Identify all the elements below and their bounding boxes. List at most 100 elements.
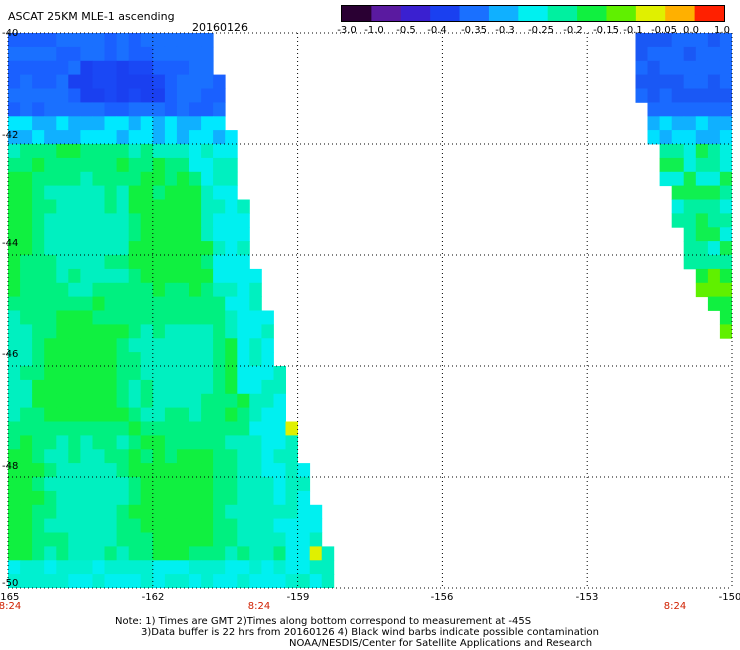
wind-cell: [719, 157, 732, 173]
wind-cell: [20, 157, 33, 173]
wind-cell: [683, 199, 697, 214]
wind-cell: [116, 518, 130, 533]
wind-cell: [213, 490, 226, 506]
wind-cell: [297, 546, 311, 561]
wind-cell: [635, 46, 648, 62]
wind-cell: [56, 116, 69, 131]
wind-cell: [152, 504, 166, 520]
wind-cell: [273, 435, 286, 450]
wind-cell: [104, 463, 117, 478]
wind-cell: [176, 130, 190, 145]
wind-cell: [152, 282, 166, 298]
wind-cell: [20, 310, 33, 325]
wind-cell: [116, 130, 130, 145]
wind-cell: [683, 213, 697, 228]
wind-cell: [189, 407, 202, 422]
wind-cell: [237, 366, 250, 381]
colorbar-tick-label: 0.0: [683, 25, 699, 36]
wind-cell: [707, 241, 721, 256]
wind-cell: [285, 490, 298, 506]
wind-cell: [201, 213, 214, 228]
wind-cell: [8, 282, 21, 298]
wind-cell: [695, 255, 709, 270]
wind-cell: [56, 504, 69, 520]
wind-cell: [189, 296, 202, 311]
wind-cell: [695, 116, 709, 131]
wind-cell: [56, 532, 69, 547]
wind-cell: [92, 407, 105, 422]
wind-cell: [249, 560, 262, 575]
wind-cell: [20, 102, 33, 117]
wind-cell: [128, 296, 142, 311]
wind-cell: [237, 449, 250, 464]
wind-cell: [201, 116, 214, 131]
wind-cell: [285, 477, 298, 492]
wind-cell: [44, 352, 57, 367]
wind-cell: [707, 130, 721, 145]
wind-cell: [249, 324, 262, 339]
wind-cell: [80, 130, 93, 145]
wind-cell: [683, 185, 697, 200]
wind-cell: [683, 102, 697, 117]
wind-cell: [8, 560, 21, 575]
wind-cell: [201, 532, 214, 547]
wind-cell: [32, 88, 45, 103]
wind-cell: [104, 477, 117, 492]
wind-cell: [683, 88, 697, 103]
wind-cell: [707, 268, 721, 284]
wind-cell: [719, 102, 732, 117]
time-label: 8:24: [247, 601, 271, 612]
wind-cell: [44, 560, 57, 575]
wind-cell: [80, 477, 93, 492]
wind-cell: [695, 33, 709, 48]
wind-cell: [104, 116, 117, 131]
wind-cell: [68, 130, 81, 145]
wind-cell: [647, 116, 660, 131]
time-label: 8:24: [663, 601, 687, 612]
wind-cell: [20, 490, 33, 506]
wind-cell: [225, 366, 238, 381]
wind-cell: [164, 490, 178, 506]
wind-cell: [237, 255, 250, 270]
wind-cell: [80, 435, 93, 450]
wind-cell: [140, 213, 154, 228]
wind-cell: [273, 560, 286, 575]
wind-cell: [659, 102, 673, 117]
map-date: 20160126: [192, 21, 248, 34]
wind-cell: [225, 463, 238, 478]
wind-cell: [249, 449, 262, 464]
wind-cell: [68, 463, 81, 478]
wind-cell: [249, 463, 262, 478]
wind-cell: [104, 227, 117, 242]
wind-cell: [140, 463, 154, 478]
wind-cell: [189, 574, 202, 588]
wind-cell: [152, 560, 166, 575]
colorbar-segment: [400, 6, 431, 21]
wind-cell: [225, 588, 238, 602]
wind-cell: [92, 296, 105, 311]
wind-cell: [32, 532, 45, 547]
wind-cell: [201, 352, 214, 367]
wind-cell: [719, 268, 732, 284]
wind-cell: [80, 157, 93, 173]
wind-cell: [8, 463, 21, 478]
wind-cell: [176, 157, 190, 173]
wind-cell: [707, 116, 721, 131]
wind-cell: [56, 518, 69, 533]
wind-cell: [261, 490, 274, 506]
wind-cell: [707, 282, 721, 298]
wind-cell: [56, 338, 69, 353]
wind-cell: [80, 227, 93, 242]
wind-cell: [68, 352, 81, 367]
wind-cell: [225, 213, 238, 228]
wind-cell: [237, 213, 250, 228]
wind-cell: [176, 477, 190, 492]
wind-cell: [671, 130, 685, 145]
wind-cell: [213, 477, 226, 492]
wind-cell: [68, 102, 81, 117]
wind-cell: [20, 74, 33, 89]
wind-cell: [32, 504, 45, 520]
wind-cell: [104, 157, 117, 173]
wind-cell: [201, 407, 214, 422]
